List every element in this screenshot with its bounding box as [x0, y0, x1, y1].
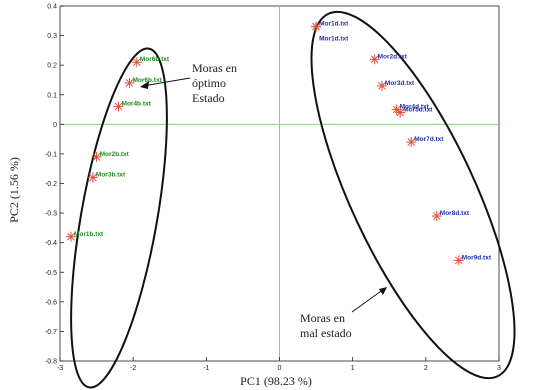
- x-tick-label: 3: [497, 365, 501, 372]
- y-tick-label: -0.3: [45, 211, 57, 218]
- data-point-bad: Mor1d.txt: [311, 21, 349, 43]
- y-tick-label: 0.2: [47, 63, 57, 70]
- data-point-good: Mor3b.txt: [87, 172, 126, 183]
- annotation-good: Moras en óptimo Estado: [140, 61, 237, 105]
- marker-stroke: [312, 22, 320, 31]
- data-point-bad: Mor9d.txt: [453, 254, 492, 266]
- y-tick-label: 0.3: [47, 33, 57, 40]
- point-label: Mor4d.txt: [400, 104, 430, 111]
- x-axis-label: PC1 (98.23 %): [240, 374, 312, 388]
- point-label: Mor1d.txt: [319, 36, 349, 43]
- marker-stroke: [454, 256, 463, 265]
- data-point-bad: Mor7d.txt: [406, 136, 444, 148]
- point-label: Mor8d.txt: [440, 210, 470, 217]
- x-tick-label: -1: [203, 365, 209, 372]
- marker-stroke: [396, 108, 405, 117]
- y-tick-label: -0.4: [45, 240, 57, 247]
- x-tick-label: 0: [278, 365, 282, 372]
- point-label: Mor5d.txt: [403, 107, 433, 114]
- point-label: Mor1b.txt: [74, 231, 104, 238]
- y-tick-label: -0.5: [45, 270, 57, 277]
- y-tick-label: -0.2: [45, 181, 57, 188]
- annotation-bad: Moras en mal estado: [300, 287, 387, 340]
- point-label: Mor6b.txt: [133, 77, 163, 84]
- marker-stroke: [370, 55, 379, 64]
- x-tick-label: -2: [130, 365, 136, 372]
- data-point-good: Mor2b.txt: [91, 151, 130, 162]
- data-point-good: Mor6b.txt: [131, 56, 170, 68]
- y-tick-label: 0.1: [47, 92, 57, 99]
- marker-stroke: [125, 79, 134, 87]
- data-point-bad: Mor3d.txt: [376, 80, 415, 91]
- annotation-good-arrow: [142, 77, 191, 87]
- data-point-bad: Mor8d.txt: [431, 210, 470, 222]
- annotation-bad-line-2: mal estado: [300, 326, 352, 340]
- point-label: Mor9d.txt: [462, 254, 492, 261]
- annotation-bad-arrowhead: [379, 287, 387, 295]
- x-tick-label: 1: [351, 365, 355, 372]
- marker-stroke: [407, 138, 416, 146]
- y-tick-label: -0.6: [45, 299, 57, 306]
- data-point-good: Mor6b.txt: [124, 77, 163, 88]
- marker-stroke: [432, 212, 441, 220]
- marker-stroke: [92, 153, 101, 161]
- marker-stroke: [114, 102, 123, 111]
- point-label: Mor2b.txt: [100, 151, 130, 158]
- point-label: Mor6b.txt: [140, 56, 170, 63]
- y-axis-label: PC2 (1.56 %): [7, 157, 21, 223]
- marker-stroke: [132, 58, 141, 67]
- y-tick-label: 0.4: [47, 4, 57, 11]
- point-label: Mor4b.txt: [122, 101, 152, 108]
- annotation-bad-arrow: [351, 288, 385, 313]
- data-points: Mor6b.txt Mor6b.txt Mor4b.txt Mor2b.txt Mor3…: [65, 21, 492, 266]
- point-label: Mor2d.txt: [378, 53, 408, 60]
- marker-stroke: [89, 173, 97, 182]
- data-point-bad: Mor2d.txt: [369, 53, 408, 65]
- x-tick-label: 2: [424, 365, 428, 372]
- ellipse-good-state: [70, 47, 168, 389]
- marker-stroke: [378, 82, 386, 90]
- annotation-bad-line-1: Moras en: [300, 311, 345, 325]
- ellipse-bad-state: [310, 10, 516, 380]
- point-label: Mor3d.txt: [385, 80, 415, 87]
- data-point-good: Mor4b.txt: [113, 101, 152, 112]
- annotation-good-line-3: Estado: [192, 91, 225, 105]
- y-tick-label: 0: [53, 122, 57, 129]
- point-label: Mor1d.txt: [319, 21, 349, 28]
- data-point-bad: Mor5d.txt: [395, 107, 433, 118]
- y-tick-label: -0.7: [45, 329, 57, 336]
- annotation-good-arrowhead: [140, 81, 149, 89]
- marker-stroke: [67, 232, 75, 241]
- y-tick-label: -0.8: [45, 359, 57, 366]
- y-axis-ticks: 0.4 0.3 0.2 0.1 0 -0.1 -0.2 -0.3 -0.4 -0.5 -0.6 -0.…: [45, 4, 64, 366]
- annotation-good-line-1: Moras en: [192, 61, 237, 75]
- x-axis-ticks: -3 -2 -1 0 1 2 3: [57, 357, 501, 372]
- x-tick-label: -3: [57, 365, 63, 372]
- point-label: Mor3b.txt: [96, 172, 126, 179]
- annotation-good-line-2: óptimo: [192, 76, 226, 90]
- data-point-good: Mor1b.txt: [65, 231, 104, 242]
- point-label: Mor7d.txt: [414, 136, 444, 143]
- y-tick-label: -0.1: [45, 151, 57, 158]
